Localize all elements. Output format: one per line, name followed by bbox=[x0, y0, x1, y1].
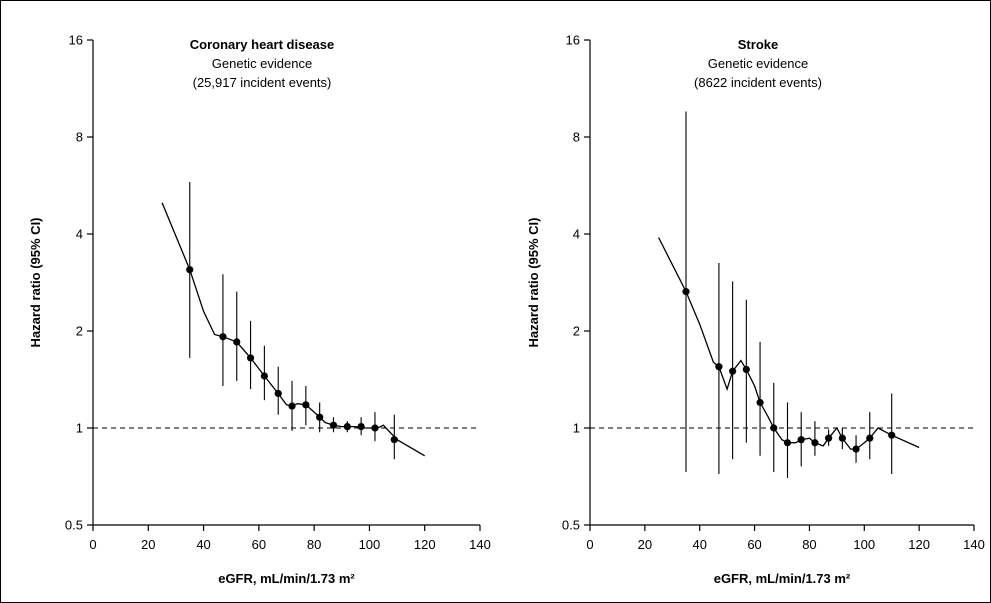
data-point bbox=[797, 436, 805, 444]
x-tick-label: 140 bbox=[469, 537, 491, 552]
data-point bbox=[756, 398, 764, 407]
hazard-ratio-curve bbox=[658, 237, 920, 450]
data-point bbox=[852, 445, 860, 453]
panel-subtitle-events: (25,917 incident events) bbox=[193, 75, 332, 90]
data-point bbox=[770, 424, 778, 432]
x-axis-title: eGFR, mL/min/1.73 m² bbox=[218, 571, 355, 586]
y-tick-label: 1 bbox=[573, 421, 580, 436]
x-tick-label: 0 bbox=[89, 537, 96, 552]
data-point bbox=[682, 288, 690, 296]
panel-title: Stroke bbox=[738, 37, 778, 52]
data-point bbox=[715, 363, 723, 371]
x-tick-label: 100 bbox=[853, 537, 875, 552]
y-tick-label: 2 bbox=[573, 324, 580, 339]
y-axis-title: Hazard ratio (95% CI) bbox=[28, 217, 43, 347]
x-tick-label: 120 bbox=[414, 537, 436, 552]
y-tick-label: 8 bbox=[573, 130, 580, 145]
data-point bbox=[825, 434, 833, 442]
y-tick-label: 16 bbox=[69, 33, 83, 48]
x-tick-label: 20 bbox=[141, 537, 155, 552]
x-tick-label: 100 bbox=[359, 537, 381, 552]
hazard-ratio-curve bbox=[161, 202, 426, 457]
x-tick-label: 60 bbox=[252, 537, 266, 552]
data-point bbox=[866, 434, 874, 442]
data-point bbox=[316, 413, 324, 421]
data-point bbox=[274, 389, 282, 398]
data-point bbox=[288, 402, 296, 410]
y-tick-label: 16 bbox=[566, 33, 580, 48]
y-tick-label: 8 bbox=[76, 130, 83, 145]
panel-subtitle: Genetic evidence bbox=[708, 56, 808, 71]
y-axis-title: Hazard ratio (95% CI) bbox=[526, 217, 541, 347]
chart-panel-coronary: 0.5 1 2 4 8 16 0 20 40 60 80 100 120 140 eGFR, mL/min/… bbox=[28, 33, 491, 587]
y-tick-label: 1 bbox=[76, 421, 83, 436]
data-point bbox=[329, 421, 338, 429]
y-tick-label: 0.5 bbox=[65, 518, 83, 533]
y-tick-label: 2 bbox=[76, 324, 83, 339]
data-point bbox=[260, 372, 268, 380]
x-axis-title: eGFR, mL/min/1.73 m² bbox=[714, 571, 851, 586]
data-point bbox=[186, 266, 194, 274]
data-point bbox=[783, 439, 792, 447]
panel-subtitle: Genetic evidence bbox=[212, 56, 312, 71]
data-point bbox=[742, 365, 750, 374]
data-point bbox=[838, 434, 846, 442]
data-point bbox=[811, 439, 819, 447]
data-point bbox=[219, 333, 227, 341]
data-point bbox=[343, 423, 351, 431]
x-tick-label: 80 bbox=[802, 537, 816, 552]
x-tick-label: 120 bbox=[908, 537, 930, 552]
panel-title: Coronary heart disease bbox=[190, 37, 335, 52]
x-tick-label: 140 bbox=[963, 537, 985, 552]
x-tick-label: 40 bbox=[196, 537, 210, 552]
x-tick-label: 80 bbox=[307, 537, 321, 552]
x-tick-label: 0 bbox=[586, 537, 593, 552]
x-tick-label: 40 bbox=[692, 537, 706, 552]
chart-panel-stroke: 0.5 1 2 4 8 16 0 20 40 60 80 100 120 140 eGFR, mL/min/… bbox=[526, 33, 985, 587]
y-tick-label: 0.5 bbox=[562, 518, 580, 533]
data-point bbox=[246, 354, 255, 362]
x-tick-label: 20 bbox=[638, 537, 652, 552]
data-point bbox=[302, 401, 310, 409]
y-tick-label: 4 bbox=[573, 227, 580, 242]
data-point bbox=[888, 431, 896, 439]
panel-subtitle-events: (8622 incident events) bbox=[694, 75, 822, 90]
data-point bbox=[357, 423, 365, 431]
data-point bbox=[729, 367, 737, 375]
data-point bbox=[233, 338, 241, 346]
data-point bbox=[390, 436, 398, 444]
y-tick-label: 4 bbox=[76, 227, 83, 242]
x-tick-label: 60 bbox=[747, 537, 761, 552]
data-point bbox=[371, 424, 379, 432]
